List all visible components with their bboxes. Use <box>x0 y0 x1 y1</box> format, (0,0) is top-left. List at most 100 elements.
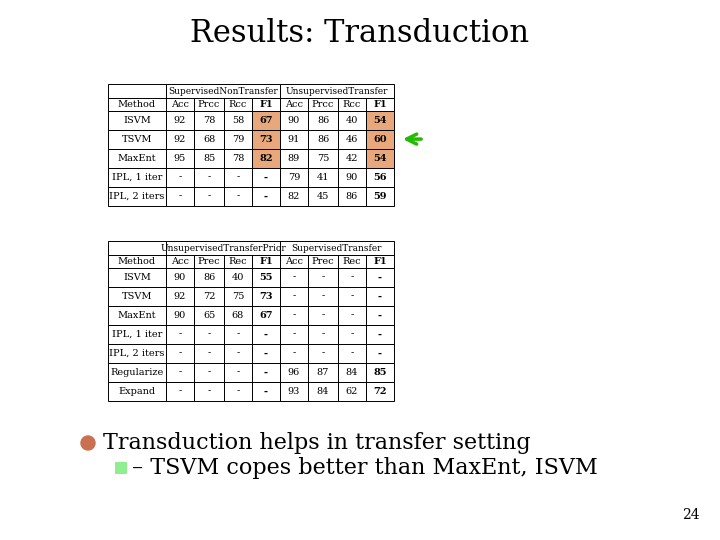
Text: -: - <box>292 329 296 339</box>
Text: -: - <box>264 329 268 339</box>
Bar <box>366 268 394 287</box>
Text: 86: 86 <box>203 273 215 281</box>
Bar <box>338 306 366 325</box>
Bar <box>166 130 194 148</box>
Bar <box>224 148 252 167</box>
Bar <box>308 306 338 325</box>
Bar <box>308 148 338 167</box>
Bar <box>224 255 252 268</box>
Bar <box>194 306 224 325</box>
Text: 54: 54 <box>373 153 387 163</box>
Text: 55: 55 <box>259 273 273 281</box>
Bar <box>166 84 280 98</box>
Bar <box>280 148 308 167</box>
Bar <box>166 382 194 401</box>
Text: ISVM: ISVM <box>123 116 151 125</box>
Bar <box>108 98 166 111</box>
Text: Prcc: Prcc <box>198 100 220 109</box>
Text: Acc: Acc <box>285 100 303 109</box>
Text: Rcc: Rcc <box>343 100 361 109</box>
Bar <box>224 382 252 401</box>
Bar <box>166 241 280 255</box>
Bar <box>338 287 366 306</box>
Text: 90: 90 <box>288 116 300 125</box>
Bar <box>280 98 308 111</box>
Text: 84: 84 <box>346 368 358 376</box>
Text: -: - <box>207 329 211 339</box>
Bar <box>108 84 166 98</box>
Bar <box>166 325 194 343</box>
Text: -: - <box>351 349 354 357</box>
Bar <box>108 167 166 187</box>
Bar <box>224 343 252 362</box>
Text: 91: 91 <box>288 134 300 144</box>
Bar <box>252 382 280 401</box>
Bar <box>252 148 280 167</box>
Bar <box>194 343 224 362</box>
Text: SupervisedNonTransfer: SupervisedNonTransfer <box>168 86 278 96</box>
Text: -: - <box>378 349 382 357</box>
Text: -: - <box>236 349 240 357</box>
Text: 93: 93 <box>288 387 300 396</box>
Text: 92: 92 <box>174 292 186 301</box>
Bar <box>338 382 366 401</box>
Bar <box>224 130 252 148</box>
Text: 84: 84 <box>317 387 329 396</box>
Bar <box>224 325 252 343</box>
Bar <box>194 255 224 268</box>
Text: -: - <box>264 173 268 181</box>
Bar <box>280 306 308 325</box>
Bar <box>108 148 166 167</box>
Bar <box>166 167 194 187</box>
Text: Prcc: Prcc <box>312 100 334 109</box>
Bar <box>166 306 194 325</box>
Bar <box>252 98 280 111</box>
Text: Rcc: Rcc <box>229 100 247 109</box>
Text: Acc: Acc <box>285 257 303 266</box>
Bar <box>280 111 308 130</box>
Text: 54: 54 <box>373 116 387 125</box>
Text: 90: 90 <box>346 173 358 181</box>
Text: Expand: Expand <box>118 387 156 396</box>
Bar <box>280 241 394 255</box>
Bar <box>366 98 394 111</box>
Text: -: - <box>207 349 211 357</box>
Bar <box>280 343 308 362</box>
Text: Rec: Rec <box>343 257 361 266</box>
Bar <box>366 130 394 148</box>
Bar <box>252 268 280 287</box>
Text: 60: 60 <box>373 134 387 144</box>
Text: -: - <box>179 349 181 357</box>
Text: 78: 78 <box>232 153 244 163</box>
Text: 72: 72 <box>373 387 387 396</box>
Bar <box>194 98 224 111</box>
Bar <box>308 287 338 306</box>
Bar <box>280 325 308 343</box>
Bar <box>338 268 366 287</box>
Bar <box>366 306 394 325</box>
Text: Acc: Acc <box>171 100 189 109</box>
Bar <box>338 187 366 206</box>
Bar <box>308 382 338 401</box>
Text: -: - <box>292 273 296 281</box>
Bar <box>224 362 252 382</box>
Text: 59: 59 <box>373 192 387 200</box>
Text: -: - <box>264 368 268 376</box>
Bar <box>194 268 224 287</box>
Bar <box>366 255 394 268</box>
Bar <box>194 187 224 206</box>
Bar <box>166 255 194 268</box>
Text: -: - <box>236 368 240 376</box>
Bar <box>108 306 166 325</box>
Bar <box>194 382 224 401</box>
Bar <box>252 255 280 268</box>
Text: Prec: Prec <box>312 257 334 266</box>
Text: F1: F1 <box>259 100 273 109</box>
Bar <box>108 287 166 306</box>
Bar <box>166 98 194 111</box>
Bar <box>252 167 280 187</box>
Text: 58: 58 <box>232 116 244 125</box>
Text: Acc: Acc <box>171 257 189 266</box>
Text: Rec: Rec <box>229 257 247 266</box>
Bar <box>338 255 366 268</box>
